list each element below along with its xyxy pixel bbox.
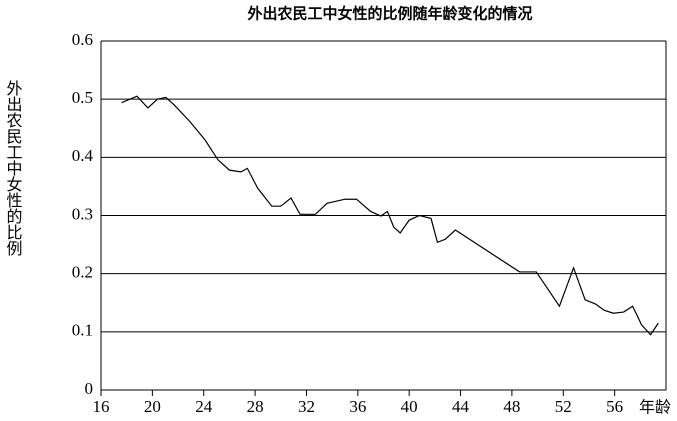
x-tick-label: 20: [144, 397, 161, 416]
x-tick-label: 36: [349, 397, 366, 416]
x-tick-label: 44: [452, 397, 470, 416]
x-tick-label: 48: [503, 397, 520, 416]
y-axis-label: 外出农民工中女性的比例: [4, 80, 23, 257]
y-tick-label: 0.4: [72, 146, 94, 165]
x-tick-label: 40: [401, 397, 418, 416]
y-tick-label: 0.5: [72, 88, 93, 107]
y-tick-label: 0.6: [72, 30, 93, 49]
x-tick-label: 28: [247, 397, 264, 416]
x-tick-label: 52: [555, 397, 572, 416]
y-tick-label: 0.2: [72, 263, 93, 282]
y-tick-label: 0: [85, 379, 94, 398]
y-tick-label: 0.1: [72, 321, 93, 340]
x-tick-label: 56: [606, 397, 623, 416]
x-tick-label: 24: [195, 397, 213, 416]
x-axis-label: 年龄: [639, 398, 671, 417]
x-tick-label: 16: [93, 397, 110, 416]
y-tick-label: 0.3: [72, 204, 93, 223]
x-tick-label: 32: [298, 397, 315, 416]
chart-title: 外出农民工中女性的比例随年龄变化的情况: [246, 5, 532, 23]
data-line: [121, 95, 659, 336]
